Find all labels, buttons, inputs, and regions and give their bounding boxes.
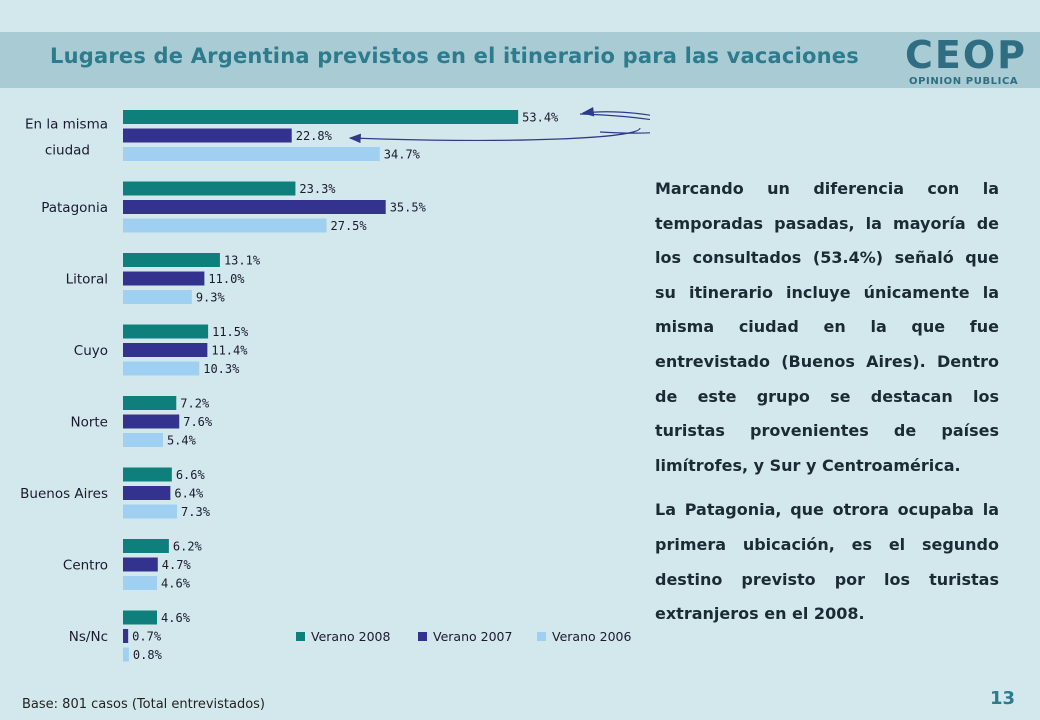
bar (123, 110, 519, 124)
bar (123, 253, 220, 267)
category-label: Norte (70, 415, 108, 431)
data-label: 34.7% (384, 148, 421, 162)
category-label: Buenos Aires (20, 486, 108, 502)
bar (123, 629, 129, 643)
data-label: 10.3% (203, 362, 240, 376)
legend-label: Verano 2008 (311, 629, 390, 644)
commentary-paragraph-1: Marcando un diferencia con la temporadas… (655, 179, 999, 475)
data-label: 4.6% (161, 577, 191, 591)
legend-swatch (418, 632, 427, 641)
bar (123, 467, 172, 482)
bar (123, 576, 158, 590)
data-label: 9.3% (196, 291, 226, 305)
bar (123, 324, 209, 339)
data-label: 11.0% (208, 272, 245, 286)
ceop-logo: CEOP OPINION PUBLICA (905, 34, 1030, 90)
bar (123, 414, 180, 429)
bar (123, 486, 171, 500)
legend-swatch (537, 632, 546, 641)
bar (123, 271, 205, 286)
category-label: En la misma ciudad (25, 117, 108, 159)
bar (123, 396, 177, 410)
category-label: Litoral (66, 272, 108, 288)
bar (123, 181, 296, 196)
commentary-text: Marcando un diferencia con la temporadas… (655, 172, 999, 642)
data-label: 23.3% (299, 182, 336, 196)
data-label: 22.8% (296, 129, 333, 143)
page-title: Lugares de Argentina previstos en el iti… (50, 44, 859, 68)
logo-main-text: CEOP (905, 33, 1027, 77)
data-label: 53.4% (522, 111, 559, 125)
data-label: 11.5% (212, 325, 249, 339)
logo-sub-text: OPINION PUBLICA (909, 76, 1019, 87)
category-label: Centro (63, 558, 108, 574)
bar (123, 343, 208, 357)
bar (123, 433, 163, 447)
bar (123, 539, 169, 553)
legend-label: Verano 2007 (433, 629, 512, 644)
data-label: 7.3% (181, 505, 211, 519)
bar (123, 557, 158, 572)
bar (123, 290, 192, 304)
data-label: 13.1% (224, 254, 261, 268)
data-label: 7.2% (180, 397, 210, 411)
annotation-arrow-to-2008 (581, 106, 650, 117)
commentary-paragraph-2: La Patagonia, que otrora ocupaba la prim… (655, 500, 999, 624)
page-number: 13 (990, 688, 1016, 709)
legend-swatch (296, 632, 305, 641)
data-label: 7.6% (183, 415, 213, 429)
data-label: 4.6% (161, 611, 191, 625)
base-note: Base: 801 casos (Total entrevistados) (22, 697, 266, 712)
category-label: Cuyo (74, 343, 108, 359)
bar (123, 610, 158, 625)
bar (123, 361, 200, 376)
bar (123, 147, 380, 161)
data-label: 27.5% (331, 219, 368, 233)
data-label: 0.7% (132, 630, 162, 644)
legend-label: Verano 2006 (552, 629, 631, 644)
data-label: 4.7% (162, 558, 192, 572)
bar (123, 218, 327, 233)
title-band (0, 32, 1040, 88)
annotation-arrow-to-2007 (348, 127, 641, 144)
bar-chart: En la misma ciudad Patagonia Litoral Cuyo Nor… (20, 106, 650, 662)
bar (123, 200, 386, 214)
bar (123, 128, 292, 143)
category-label: Ns/Nc (69, 629, 108, 645)
annotation-arrow-top (579, 113, 650, 134)
data-label: 0.8% (133, 648, 163, 662)
data-label: 35.5% (390, 201, 427, 215)
data-label: 6.6% (176, 468, 206, 482)
data-label: 5.4% (167, 434, 197, 448)
data-label: 6.2% (173, 540, 203, 554)
category-label: Patagonia (41, 200, 108, 216)
bar (123, 647, 129, 662)
data-label: 11.4% (211, 344, 248, 358)
data-label: 6.4% (174, 487, 204, 501)
bar (123, 504, 178, 519)
